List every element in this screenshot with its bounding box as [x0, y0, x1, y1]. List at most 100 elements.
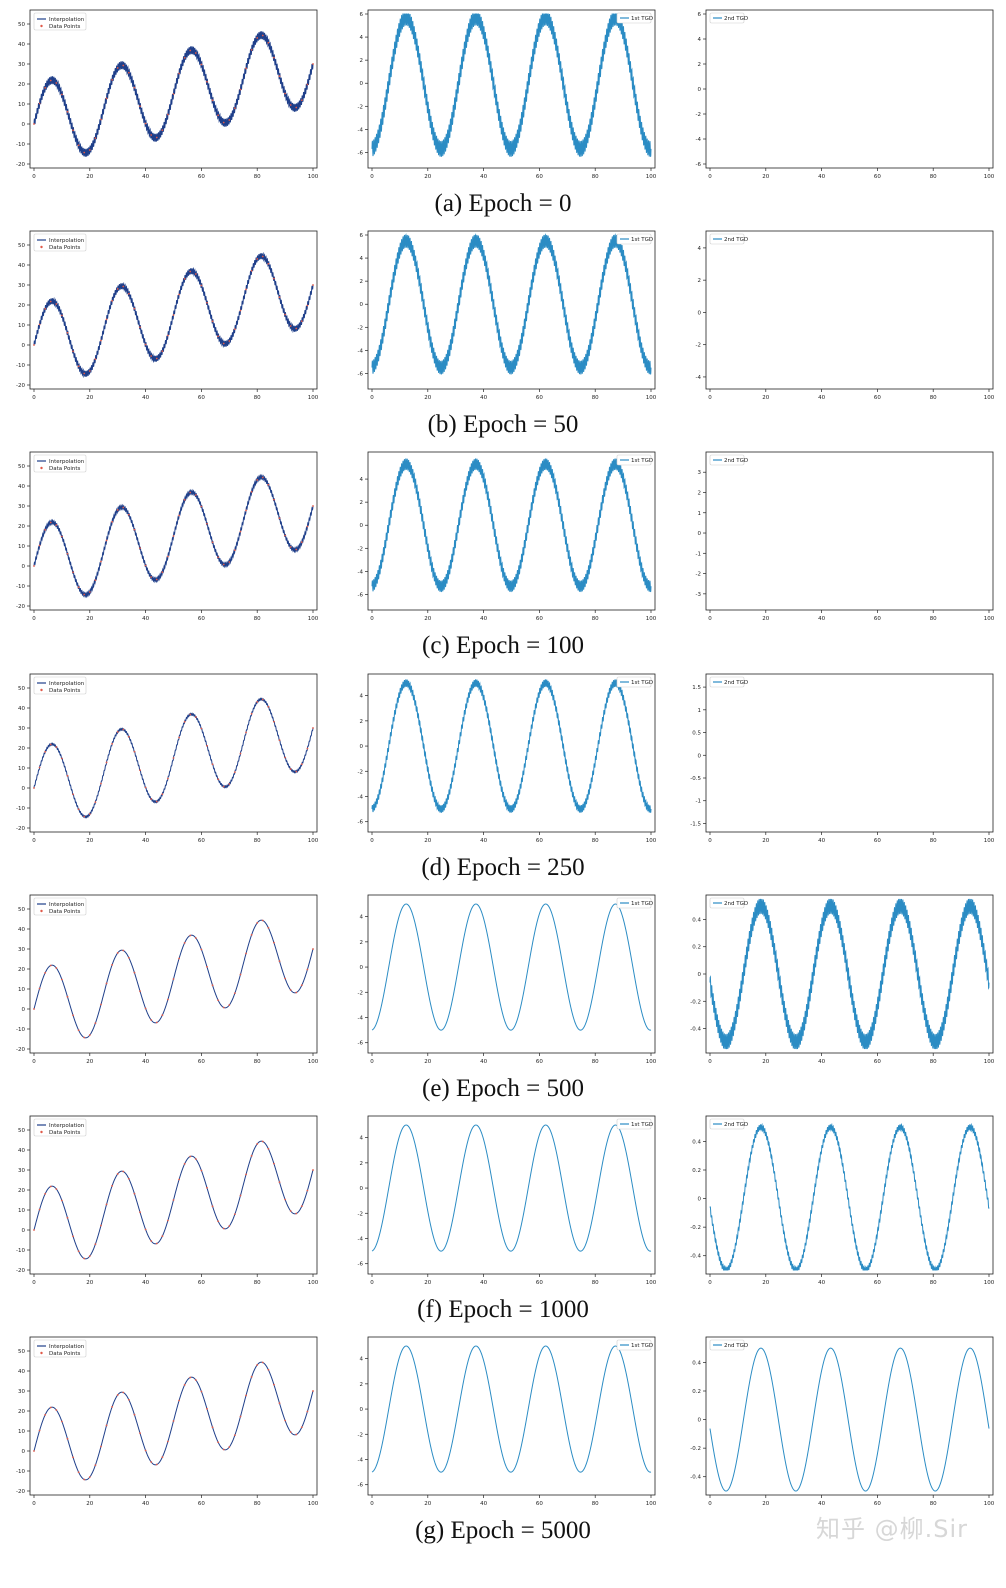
y-tick-label: -6 — [696, 162, 702, 168]
y-tick-label: -4 — [358, 349, 364, 355]
legend-label: 1st TGD — [631, 16, 653, 22]
y-tick-label: -2 — [358, 1432, 363, 1438]
line-chart: 0 20 40 60 80 100 -20 -10 0 10 20 30 40 50 Interpolati… — [16, 1115, 319, 1286]
data-point — [206, 302, 208, 304]
y-tick-label: -0.5 — [690, 776, 701, 782]
chart-panel: 0 20 40 60 80 100 -6 -4 -2 0 2 4 1st TGD — [346, 893, 658, 1073]
data-point — [200, 948, 203, 951]
data-point — [250, 712, 253, 715]
x-tick-label: 80 — [254, 616, 261, 622]
data-point — [300, 1205, 303, 1208]
data-point — [161, 129, 164, 132]
legend — [709, 1339, 745, 1351]
data-point — [217, 335, 220, 338]
y-tick-label: 40 — [18, 1369, 25, 1375]
y-tick-label: -2 — [696, 112, 701, 118]
plot-frame — [705, 1115, 994, 1275]
data-point — [167, 1440, 169, 1443]
legend — [709, 676, 745, 687]
data-point — [194, 1379, 197, 1382]
data-point — [127, 514, 130, 517]
data-point — [77, 1471, 80, 1474]
y-tick-label: -6 — [358, 1262, 364, 1268]
x-tick-label: 100 — [984, 395, 995, 401]
plot-frame — [29, 451, 318, 611]
legend-label: 1st TGD — [631, 1343, 653, 1349]
x-tick-label: 0 — [708, 616, 712, 622]
data-point — [178, 957, 180, 960]
legend-swatch-data-points — [40, 688, 43, 691]
y-tick-label: 20 — [18, 82, 25, 88]
data-point — [144, 1007, 147, 1010]
data-point — [217, 1220, 220, 1223]
x-tick-label: 0 — [32, 174, 36, 180]
legend-label: 2nd TGD — [724, 237, 748, 243]
x-tick-label: 0 — [32, 395, 36, 401]
y-tick-label: -2 — [358, 1211, 363, 1217]
line-chart: 0 20 40 60 80 100 -6 -4 -2 0 2 4 1st TGD — [358, 894, 657, 1065]
data-point — [49, 521, 52, 524]
data-point — [239, 1194, 242, 1197]
x-tick-label: 80 — [592, 174, 599, 180]
data-point — [194, 1158, 197, 1160]
x-tick-label: 60 — [198, 616, 205, 622]
data-point — [228, 119, 231, 121]
x-tick-label: 100 — [308, 616, 319, 622]
data-point — [250, 1376, 253, 1378]
x-tick-label: 20 — [86, 174, 93, 180]
y-tick-label: 0 — [22, 1007, 26, 1013]
x-tick-label: 80 — [254, 1280, 261, 1286]
chart-panel: 0 20 40 60 80 100 -6 -4 -2 0 2 4 6 1st TGD — [346, 229, 658, 409]
figure-row: 0 20 40 60 80 100 -20 -10 0 10 20 30 40 50 Interpolati… — [0, 221, 1006, 447]
data-point — [150, 576, 153, 579]
y-tick-label: 6 — [360, 12, 364, 18]
x-tick-label: 100 — [984, 616, 995, 622]
data-point — [273, 720, 275, 723]
data-point — [83, 372, 86, 375]
x-tick-label: 60 — [198, 174, 205, 180]
data-point — [211, 320, 214, 323]
x-tick-label: 80 — [930, 1059, 937, 1065]
figure-row: 0 20 40 60 80 100 -20 -10 0 10 20 30 40 50 Interpolati… — [0, 0, 1006, 226]
plot-frame — [705, 894, 994, 1054]
y-tick-label: 40 — [18, 927, 25, 933]
y-tick-label: 50 — [18, 907, 25, 913]
figure-caption: (g) Epoch = 5000 — [415, 1517, 591, 1545]
x-tick-label: 60 — [874, 174, 881, 180]
data-point — [228, 1003, 231, 1006]
chart-panel: 0 20 40 60 80 100 -0.4 -0.2 0 0.2 0.4 2nd TGD — [684, 893, 996, 1073]
data-point — [312, 505, 314, 508]
y-tick-label: 2 — [698, 278, 702, 284]
data-point — [233, 992, 236, 994]
y-tick-label: -6 — [358, 372, 364, 378]
plot-frame — [705, 230, 994, 390]
line-chart: 0 20 40 60 80 100 -0.4 -0.2 0 0.2 0.4 2nd TGD — [690, 894, 995, 1065]
data-point — [150, 1461, 153, 1464]
x-tick-label: 20 — [424, 1501, 431, 1507]
data-point — [88, 812, 91, 815]
x-tick-label: 60 — [198, 1501, 205, 1507]
legend — [616, 12, 652, 24]
data-point — [100, 118, 102, 121]
x-tick-label: 100 — [984, 1501, 995, 1507]
data-point — [122, 949, 125, 952]
legend-swatch-data-points — [40, 1130, 43, 1134]
legend — [33, 897, 87, 916]
data-point — [105, 1203, 108, 1206]
figure-row: 0 20 40 60 80 100 -20 -10 0 10 20 30 40 50 Interpolati… — [0, 1327, 1006, 1553]
data-point — [161, 571, 164, 574]
y-tick-label: 50 — [18, 22, 25, 28]
x-tick-label: 100 — [646, 395, 657, 401]
y-tick-label: 40 — [18, 484, 25, 490]
data-point — [139, 547, 141, 550]
x-tick-label: 60 — [874, 1059, 881, 1065]
x-tick-label: 40 — [142, 616, 149, 622]
chart-panel: 0 20 40 60 80 100 -20 -10 0 10 20 30 40 50 Interpolati… — [8, 893, 320, 1073]
line-chart: 0 20 40 60 80 100 -6 -4 -2 0 2 4 6 1st TGD — [358, 230, 657, 401]
x-tick-label: 100 — [646, 616, 657, 622]
line-chart: 0 20 40 60 80 100 -4 -2 0 2 4 2nd TGD — [684, 229, 995, 401]
data-point — [55, 524, 58, 527]
data-point — [38, 1208, 41, 1211]
x-tick-label: 40 — [480, 1280, 487, 1286]
